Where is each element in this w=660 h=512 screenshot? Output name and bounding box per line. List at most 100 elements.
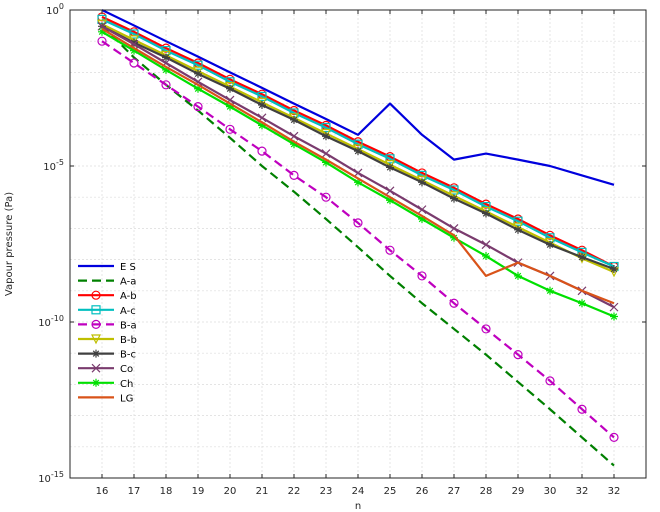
legend-marker-ch bbox=[92, 378, 100, 387]
data-point-b-c bbox=[514, 225, 522, 234]
legend-marker-b-a bbox=[91, 319, 101, 329]
data-point-a-c bbox=[257, 91, 267, 102]
data-point-ch bbox=[194, 84, 202, 93]
data-point-a-c bbox=[193, 60, 203, 70]
data-point-ch bbox=[354, 178, 362, 187]
data-point-ch bbox=[386, 196, 394, 205]
y-tick-label: 10-10 bbox=[38, 314, 64, 329]
series-line-b-a bbox=[101, 40, 615, 439]
data-point-b-c bbox=[354, 147, 362, 156]
data-point-b-c bbox=[578, 253, 586, 262]
series-b-a bbox=[97, 36, 619, 443]
data-point-b-a bbox=[321, 192, 331, 202]
data-point-b-c bbox=[418, 178, 426, 187]
series-e-s bbox=[101, 9, 615, 186]
x-tick-label: 24 bbox=[352, 486, 365, 497]
data-point-ch bbox=[546, 286, 554, 295]
legend-item-e-s: E S bbox=[78, 262, 136, 273]
legend-item-b-a: B-a bbox=[78, 319, 137, 331]
data-point-b-c bbox=[610, 264, 618, 273]
data-point-co bbox=[321, 149, 331, 159]
series-line-a-a bbox=[101, 24, 615, 467]
data-point-b-a bbox=[385, 245, 395, 255]
x-tick-label: 32 bbox=[608, 486, 621, 497]
data-point-a-c bbox=[385, 154, 395, 164]
series-line-a-b bbox=[101, 15, 615, 268]
data-point-b-a bbox=[417, 271, 427, 281]
x-tick-label: 32 bbox=[576, 486, 589, 497]
series-lg bbox=[101, 27, 615, 305]
legend-marker-a-c bbox=[91, 305, 101, 315]
legend-item-a-c: A-c bbox=[78, 305, 136, 317]
data-point-b-c bbox=[130, 38, 138, 47]
y-tick-label: 100 bbox=[46, 2, 64, 17]
legend-item-b-c: B-c bbox=[78, 349, 136, 361]
series-ch bbox=[98, 27, 618, 321]
legend-label-ch: Ch bbox=[120, 379, 133, 390]
legend-marker-a-b bbox=[91, 290, 101, 300]
x-tick-label: 19 bbox=[192, 486, 205, 497]
legend: E S A-a A-b A-c B-a B-b B-c Co Ch LG bbox=[78, 262, 137, 404]
data-point-a-c bbox=[513, 216, 523, 226]
data-point-ch bbox=[258, 121, 266, 130]
data-point-b-a bbox=[577, 404, 587, 414]
series-layer bbox=[97, 9, 619, 467]
data-point-b-c bbox=[546, 240, 554, 249]
data-point-co bbox=[417, 205, 427, 215]
legend-label-co: Co bbox=[120, 364, 133, 375]
data-point-ch bbox=[322, 158, 330, 167]
data-point-ch bbox=[290, 140, 298, 149]
series-line-lg bbox=[101, 27, 615, 305]
series-a-a bbox=[101, 24, 615, 467]
data-point-co bbox=[385, 186, 395, 196]
series-b-c bbox=[98, 22, 618, 273]
data-point-b-a bbox=[481, 324, 491, 334]
data-point-b-c bbox=[194, 69, 202, 78]
data-point-ch bbox=[514, 271, 522, 280]
data-point-a-c bbox=[449, 185, 459, 195]
x-tick-label: 16 bbox=[96, 486, 109, 497]
data-point-b-a bbox=[193, 102, 203, 112]
legend-item-a-b: A-b bbox=[78, 290, 137, 302]
data-point-ch bbox=[450, 233, 458, 242]
legend-label-a-c: A-c bbox=[120, 306, 136, 317]
data-point-b-a bbox=[225, 124, 235, 134]
data-point-b-a bbox=[545, 376, 555, 386]
x-tick-label: 29 bbox=[512, 486, 525, 497]
data-point-b-a bbox=[97, 36, 107, 46]
y-tick-label: 10-15 bbox=[38, 470, 64, 485]
x-tick-label: 23 bbox=[320, 486, 333, 497]
legend-label-b-b: B-b bbox=[120, 335, 137, 346]
data-point-b-c bbox=[482, 209, 490, 218]
x-tick-label: 27 bbox=[448, 486, 461, 497]
y-tick-label: 10-5 bbox=[43, 158, 64, 173]
data-point-ch bbox=[130, 46, 138, 55]
legend-item-ch: Ch bbox=[78, 379, 133, 390]
x-tick-label: 21 bbox=[256, 486, 269, 497]
legend-label-b-a: B-a bbox=[120, 320, 137, 331]
data-point-b-c bbox=[386, 163, 394, 172]
data-point-a-c bbox=[321, 123, 331, 133]
legend-item-b-b: B-b bbox=[78, 334, 137, 346]
legend-label-b-c: B-c bbox=[120, 350, 136, 361]
x-tick-label: 26 bbox=[416, 486, 429, 497]
data-point-ch bbox=[162, 65, 170, 74]
data-point-ch bbox=[226, 102, 234, 111]
data-point-b-a bbox=[257, 146, 267, 156]
data-point-b-a bbox=[513, 350, 523, 360]
legend-label-a-a: A-a bbox=[120, 277, 136, 288]
x-tick-label: 30 bbox=[544, 486, 557, 497]
x-axis-label: n bbox=[355, 501, 361, 512]
series-line-a-c bbox=[101, 18, 615, 268]
data-point-b-c bbox=[162, 53, 170, 62]
data-point-b-a bbox=[161, 80, 171, 90]
data-point-a-c bbox=[129, 29, 139, 39]
data-point-b-a bbox=[129, 58, 139, 68]
data-point-b-a bbox=[449, 298, 459, 308]
x-tick-label: 17 bbox=[128, 486, 141, 497]
legend-label-lg: LG bbox=[120, 393, 133, 404]
ticks: 16 17 18 19 20 21 22 23 24 25 26 27 28 29 30 32 32 100 10-… bbox=[38, 2, 646, 497]
data-point-b-a bbox=[289, 170, 299, 180]
